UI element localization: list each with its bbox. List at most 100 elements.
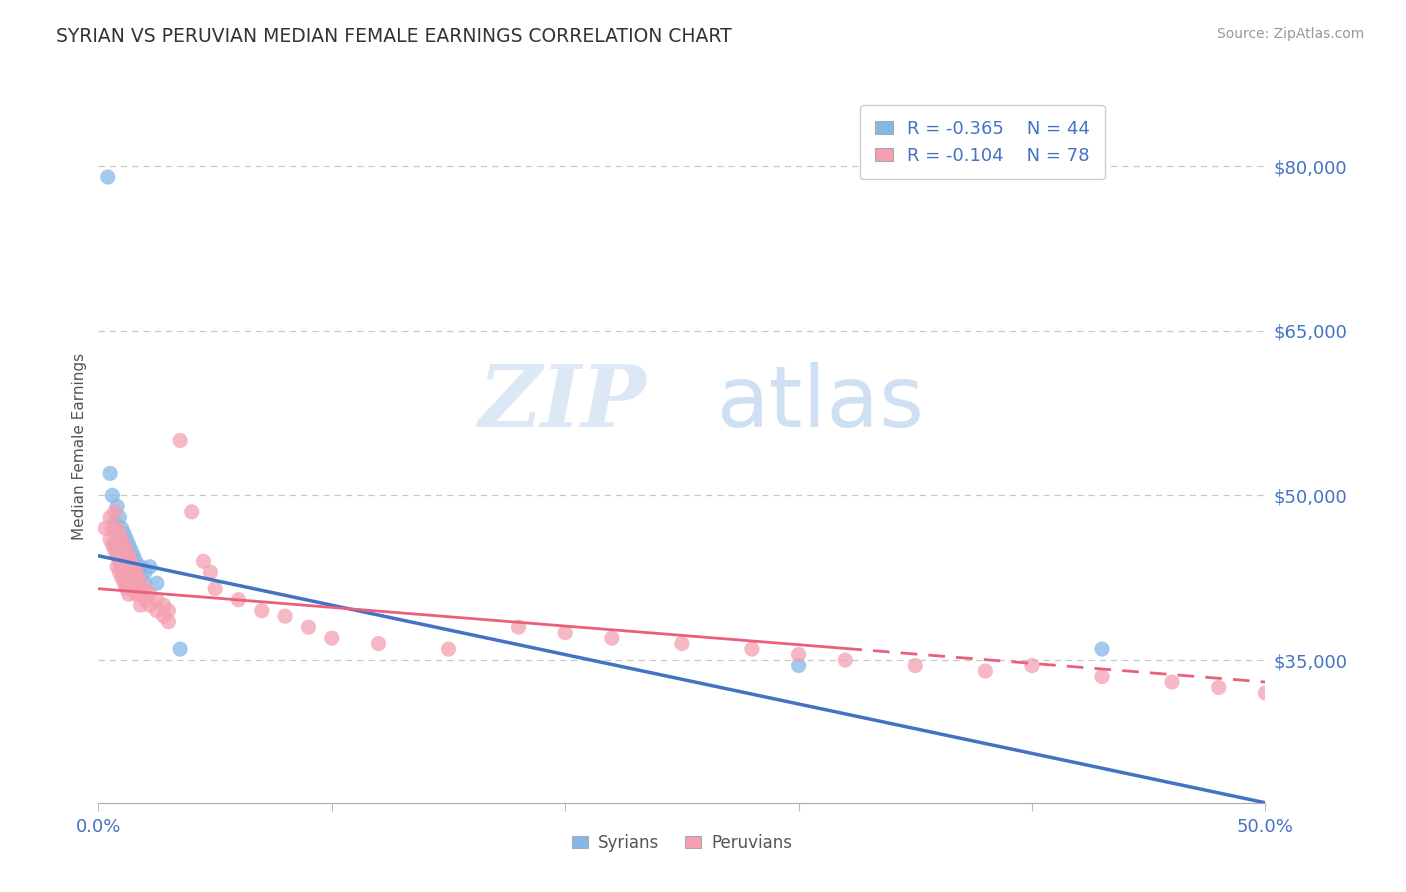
Point [1254, 686, 1277, 700]
Point [115, 543, 138, 558]
Text: SYRIAN VS PERUVIAN MEDIAN FEMALE EARNINGS CORRELATION CHART: SYRIAN VS PERUVIAN MEDIAN FEMALE EARNING… [56, 27, 733, 45]
Point [134, 592, 156, 607]
Point [115, 533, 138, 547]
Point [94, 521, 117, 535]
Text: atlas: atlas [717, 361, 925, 445]
Point [104, 543, 127, 558]
Point [787, 648, 810, 662]
Point [139, 559, 162, 574]
Point [321, 631, 343, 645]
Point [111, 549, 134, 563]
Point [115, 571, 138, 585]
Point [118, 559, 141, 574]
Point [146, 592, 169, 607]
Point [115, 559, 138, 574]
Point [120, 554, 142, 568]
Point [974, 664, 997, 678]
Point [108, 549, 131, 563]
Point [111, 521, 134, 535]
Point [105, 549, 128, 563]
Point [600, 631, 623, 645]
Point [115, 576, 138, 591]
Point [129, 587, 152, 601]
Point [115, 566, 138, 580]
Point [250, 604, 273, 618]
Point [104, 538, 127, 552]
Point [152, 609, 174, 624]
Point [111, 559, 134, 574]
Point [118, 566, 141, 580]
Point [118, 587, 141, 601]
Point [98, 533, 121, 547]
Point [125, 576, 148, 591]
Point [120, 554, 142, 568]
Point [105, 521, 128, 535]
Point [111, 543, 134, 558]
Point [118, 538, 141, 552]
Point [108, 510, 131, 524]
Point [101, 521, 124, 535]
Point [129, 576, 152, 591]
Point [139, 598, 162, 612]
Point [127, 571, 149, 585]
Point [508, 620, 530, 634]
Point [200, 566, 222, 580]
Point [125, 554, 148, 568]
Point [134, 576, 156, 591]
Point [112, 543, 135, 558]
Point [105, 500, 128, 514]
Point [125, 566, 148, 580]
Point [101, 488, 124, 502]
Point [134, 582, 156, 596]
Point [108, 543, 131, 558]
Point [111, 571, 134, 585]
Point [1208, 681, 1230, 695]
Point [204, 582, 226, 596]
Point [787, 658, 810, 673]
Point [193, 554, 215, 568]
Point [437, 642, 460, 657]
Point [108, 533, 131, 547]
Point [180, 505, 202, 519]
Point [297, 620, 319, 634]
Point [146, 576, 169, 591]
Point [157, 604, 180, 618]
Point [108, 554, 131, 568]
Point [111, 533, 134, 547]
Point [112, 554, 135, 568]
Point [1021, 658, 1043, 673]
Point [125, 566, 148, 580]
Point [105, 543, 128, 558]
Point [122, 582, 145, 596]
Point [105, 521, 128, 535]
Point [101, 538, 124, 552]
Point [104, 516, 127, 530]
Point [274, 609, 297, 624]
Point [105, 538, 128, 552]
Point [108, 526, 131, 541]
Point [157, 615, 180, 629]
Point [122, 559, 145, 574]
Point [1091, 642, 1114, 657]
Point [98, 510, 121, 524]
Text: ZIP: ZIP [479, 361, 647, 445]
Point [129, 598, 152, 612]
Point [112, 566, 135, 580]
Point [111, 559, 134, 574]
Point [115, 554, 138, 568]
Point [120, 576, 142, 591]
Point [104, 505, 127, 519]
Point [120, 566, 142, 580]
Point [111, 533, 134, 547]
Point [115, 582, 138, 596]
Point [834, 653, 856, 667]
Point [112, 566, 135, 580]
Point [146, 604, 169, 618]
Point [112, 538, 135, 552]
Point [741, 642, 763, 657]
Point [122, 549, 145, 563]
Point [122, 571, 145, 585]
Point [554, 625, 576, 640]
Point [112, 526, 135, 541]
Point [671, 637, 693, 651]
